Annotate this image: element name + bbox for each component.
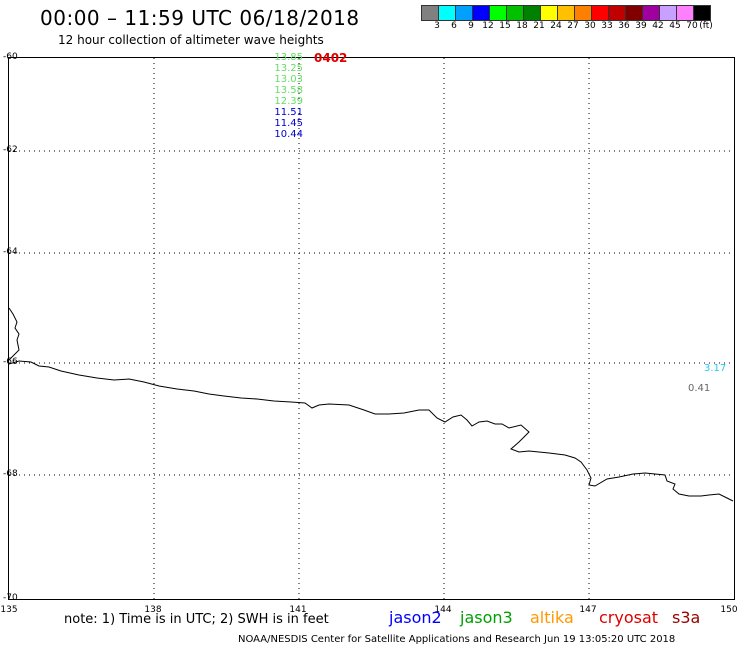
graticule: [9, 58, 734, 599]
scale-label: 9: [468, 21, 474, 31]
scale-label: 70: [686, 21, 698, 31]
lat-label-62: -62: [3, 145, 18, 155]
scale-swatch: [591, 5, 609, 21]
obs-value: 12.39: [274, 96, 303, 107]
scale-label: 24: [550, 21, 562, 31]
map-subtitle: 12 hour collection of altimeter wave hei…: [58, 33, 324, 47]
lon-label-135: 135: [0, 605, 18, 615]
map-canvas: [9, 58, 734, 599]
obs-value: 13.58: [274, 85, 303, 96]
lon-label-141: 141: [289, 605, 307, 615]
scale-label: 30: [584, 21, 596, 31]
obs-value: 10.44: [274, 129, 303, 140]
scale-swatch: [574, 5, 592, 21]
obs-value: 13.25: [274, 63, 303, 74]
scale-label: 12: [482, 21, 494, 31]
lon-label-150: 150: [720, 605, 738, 615]
scale-label: 6: [451, 21, 457, 31]
scale-label: 45: [669, 21, 681, 31]
track-id-label: 0402: [314, 51, 348, 65]
scale-swatch: [472, 5, 490, 21]
scale-swatch: [693, 5, 711, 21]
legend-altika: altika: [530, 608, 574, 627]
scale-swatch: [659, 5, 677, 21]
lat-label-68: -68: [3, 469, 18, 479]
lat-label-66: -66: [3, 357, 18, 367]
footnote: note: 1) Time is in UTC; 2) SWH is in fe…: [64, 612, 329, 627]
scale-label: 39: [635, 21, 647, 31]
scale-label: 21: [533, 21, 545, 31]
antarctic-coastline: [9, 307, 734, 502]
scale-swatch: [676, 5, 694, 21]
obs-value: 13.03: [274, 74, 303, 85]
lat-label-70: -70: [3, 593, 18, 603]
map-title: 00:00 – 11:59 UTC 06/18/2018: [40, 6, 360, 30]
scale-label: 33: [601, 21, 613, 31]
scale-label: 27: [567, 21, 579, 31]
lon-label-138: 138: [144, 605, 162, 615]
scale-swatch: [625, 5, 643, 21]
legend-cryosat: cryosat: [599, 608, 659, 627]
scale-label: 42: [652, 21, 664, 31]
scale-swatch: [557, 5, 575, 21]
lat-label-64: -64: [3, 247, 18, 257]
scale-label: 36: [618, 21, 630, 31]
color-scale-labels: 3 6 9 12 15 18 21 24 27 30 33 36 39 42 45 70 (ft): [421, 21, 740, 35]
scale-label: 3: [434, 21, 440, 31]
obs-value: 0.41: [688, 383, 711, 394]
scale-swatch: [506, 5, 524, 21]
lat-label-60: -60: [3, 52, 18, 62]
scale-swatch: [438, 5, 456, 21]
scale-swatch: [489, 5, 507, 21]
obs-value: 11.51: [274, 107, 303, 118]
legend-s3a: s3a: [672, 608, 701, 627]
scale-swatch: [455, 5, 473, 21]
scale-swatch: [608, 5, 626, 21]
scale-swatch: [523, 5, 541, 21]
scale-label: 18: [516, 21, 528, 31]
scale-label: 15: [499, 21, 511, 31]
scale-swatch: [421, 5, 439, 21]
lon-label-144: 144: [434, 605, 452, 615]
scale-unit: (ft): [699, 21, 713, 31]
legend-jason3: jason3: [460, 608, 513, 627]
obs-value: 11.45: [274, 118, 303, 129]
credit-line: NOAA/NESDIS Center for Satellite Applica…: [238, 634, 676, 645]
legend-jason2: jason2: [389, 608, 442, 627]
obs-value: 13.85: [274, 52, 303, 63]
lon-label-147: 147: [579, 605, 597, 615]
scale-swatch: [540, 5, 558, 21]
obs-value: 3.17: [704, 363, 727, 374]
map-frame: [8, 57, 735, 600]
color-scale: [421, 5, 711, 21]
scale-swatch: [642, 5, 660, 21]
